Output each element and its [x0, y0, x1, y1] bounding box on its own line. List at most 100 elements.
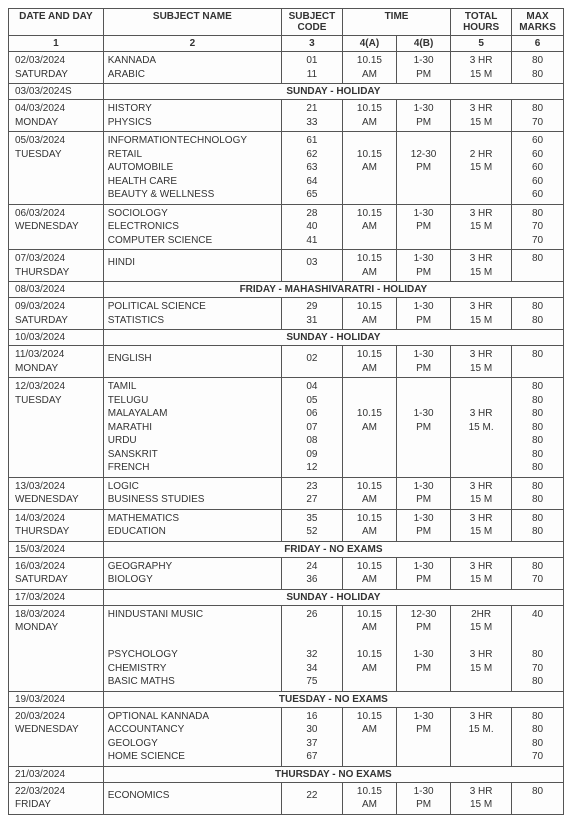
time-a-cell: 10.15AM [342, 782, 396, 814]
holiday-banner: SUNDAY - HOLIDAY [103, 84, 563, 100]
hdr-sub4a: 4(A) [342, 36, 396, 52]
time-b-cell: 1-30PM [397, 100, 451, 132]
code-cell: 2327 [281, 477, 342, 509]
hours-cell: 3 HR15 M [451, 204, 512, 250]
time-b-cell: 1-30PM [397, 557, 451, 589]
time-b-cell: 1-30PM [397, 52, 451, 84]
subject-cell: INFORMATIONTECHNOLOGYRETAILAUTOMOBILEHEA… [103, 132, 281, 205]
time-b-cell: 1-30PM [397, 782, 451, 814]
marks-cell: 80808080808080 [512, 378, 564, 478]
table-row: 04/03/2024MONDAYHISTORYPHYSICS213310.15A… [9, 100, 564, 132]
subject-cell: HINDUSTANI MUSIC PSYCHOLOGYCHEMISTRYBASI… [103, 605, 281, 691]
hours-cell: 3 HR15 M [451, 509, 512, 541]
date-cell: 14/03/2024THURSDAY [9, 509, 104, 541]
subject-cell: ECONOMICS [103, 782, 281, 814]
subject-cell: TAMILTELUGUMALAYALAMMARATHIURDUSANSKRITF… [103, 378, 281, 478]
date-cell: 16/03/2024SATURDAY [9, 557, 104, 589]
holiday-banner: THURSDAY - NO EXAMS [103, 766, 563, 782]
date-cell: 08/03/2024 [9, 282, 104, 298]
code-cell: 22 [281, 782, 342, 814]
date-cell: 03/03/2024S [9, 84, 104, 100]
time-a-cell: 10.15AM [342, 250, 396, 282]
code-cell: 26 323475 [281, 605, 342, 691]
table-row: 11/03/2024MONDAYENGLISH0210.15AM1-30PM3 … [9, 346, 564, 378]
holiday-row: 15/03/2024FRIDAY - NO EXAMS [9, 541, 564, 557]
time-b-cell: 1-30PM [397, 509, 451, 541]
table-row: 18/03/2024MONDAYHINDUSTANI MUSIC PSYCHOL… [9, 605, 564, 691]
table-row: 07/03/2024THURSDAYHINDI0310.15AM1-30PM3 … [9, 250, 564, 282]
marks-cell: 6060606060 [512, 132, 564, 205]
hdr-sub5: 5 [451, 36, 512, 52]
time-b-cell: 1-30PM [397, 707, 451, 766]
time-a-cell: 10.15AM [342, 509, 396, 541]
hdr-sub6: 6 [512, 36, 564, 52]
time-a-cell: 10.15AM [342, 298, 396, 330]
date-cell: 10/03/2024 [9, 330, 104, 346]
code-cell: 2436 [281, 557, 342, 589]
hours-cell: 3 HR15 M [451, 100, 512, 132]
time-a-cell: 10.15AM [342, 346, 396, 378]
marks-cell: 80 [512, 782, 564, 814]
subject-cell: OPTIONAL KANNADAACCOUNTANCYGEOLOGYHOME S… [103, 707, 281, 766]
time-a-cell: 10.15AM [342, 100, 396, 132]
hours-cell: 3 HR15 M [451, 346, 512, 378]
time-a-cell: 10.15AM [342, 52, 396, 84]
date-cell: 05/03/2024TUESDAY [9, 132, 104, 205]
time-b-cell: 12-30PM [397, 132, 451, 205]
marks-cell: 40 807080 [512, 605, 564, 691]
time-b-cell: 1-30PM [397, 346, 451, 378]
time-a-cell: 10.15AM [342, 477, 396, 509]
subject-cell: MATHEMATICSEDUCATION [103, 509, 281, 541]
hours-cell: 2 HR15 M [451, 132, 512, 205]
hours-cell: 3 HR15 M [451, 477, 512, 509]
time-b-cell: 1-30PM [397, 298, 451, 330]
time-b-cell: 1-30PM [397, 378, 451, 478]
hdr-code: SUBJECT CODE [281, 9, 342, 36]
marks-cell: 80808070 [512, 707, 564, 766]
hdr-date: DATE AND DAY [9, 9, 104, 36]
code-cell: 2133 [281, 100, 342, 132]
code-cell: 3552 [281, 509, 342, 541]
subject-cell: ENGLISH [103, 346, 281, 378]
subject-cell: HINDI [103, 250, 281, 282]
table-row: 13/03/2024WEDNESDAYLOGICBUSINESS STUDIES… [9, 477, 564, 509]
code-cell: 03 [281, 250, 342, 282]
hdr-time: TIME [342, 9, 450, 36]
subject-cell: GEOGRAPHYBIOLOGY [103, 557, 281, 589]
holiday-banner: TUESDAY - NO EXAMS [103, 691, 563, 707]
subject-cell: KANNADAARABIC [103, 52, 281, 84]
date-cell: 22/03/2024FRIDAY [9, 782, 104, 814]
time-a-cell: 10.15AM [342, 557, 396, 589]
date-cell: 15/03/2024 [9, 541, 104, 557]
time-a-cell: 10.15AM [342, 707, 396, 766]
code-cell: 02 [281, 346, 342, 378]
table-row: 02/03/2024SATURDAYKANNADAARABIC011110.15… [9, 52, 564, 84]
time-b-cell: 12-30PM 1-30PM [397, 605, 451, 691]
holiday-row: 19/03/2024TUESDAY - NO EXAMS [9, 691, 564, 707]
date-cell: 13/03/2024WEDNESDAY [9, 477, 104, 509]
code-cell: 16303767 [281, 707, 342, 766]
marks-cell: 8080 [512, 298, 564, 330]
subject-cell: SOCIOLOGYELECTRONICSCOMPUTER SCIENCE [103, 204, 281, 250]
exam-timetable: DATE AND DAY SUBJECT NAME SUBJECT CODE T… [8, 8, 564, 815]
time-a-cell: 10.15AM [342, 204, 396, 250]
subject-cell: POLITICAL SCIENCESTATISTICS [103, 298, 281, 330]
date-cell: 20/03/2024WEDNESDAY [9, 707, 104, 766]
hours-cell: 3 HR15 M. [451, 707, 512, 766]
hdr-hours: TOTAL HOURS [451, 9, 512, 36]
holiday-banner: SUNDAY - HOLIDAY [103, 330, 563, 346]
code-cell: 284041 [281, 204, 342, 250]
marks-cell: 8080 [512, 509, 564, 541]
date-cell: 21/03/2024 [9, 766, 104, 782]
table-body: 02/03/2024SATURDAYKANNADAARABIC011110.15… [9, 52, 564, 815]
date-cell: 09/03/2024SATURDAY [9, 298, 104, 330]
time-b-cell: 1-30PM [397, 204, 451, 250]
holiday-row: 21/03/2024THURSDAY - NO EXAMS [9, 766, 564, 782]
date-cell: 06/03/2024WEDNESDAY [9, 204, 104, 250]
hdr-sub4b: 4(B) [397, 36, 451, 52]
holiday-row: 08/03/2024FRIDAY - MAHASHIVARATRI - HOLI… [9, 282, 564, 298]
holiday-banner: SUNDAY - HOLIDAY [103, 589, 563, 605]
date-cell: 17/03/2024 [9, 589, 104, 605]
time-b-cell: 1-30PM [397, 477, 451, 509]
subject-cell: HISTORYPHYSICS [103, 100, 281, 132]
